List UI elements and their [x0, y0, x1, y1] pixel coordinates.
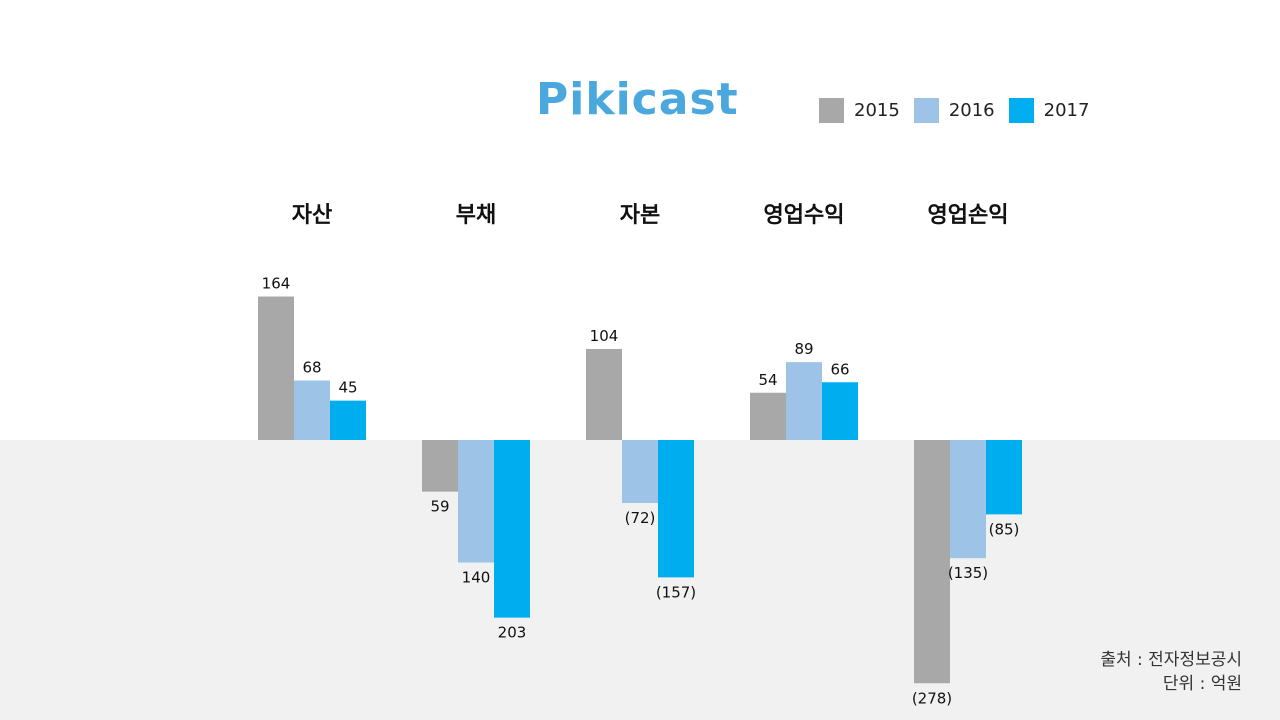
data-label: (135) [948, 564, 988, 582]
data-label: 89 [794, 340, 813, 358]
bar-2015 [422, 440, 458, 492]
category-label: 영업손익 [928, 203, 1009, 228]
pikicast-logo: Pikicast [536, 74, 739, 125]
bar-2016 [458, 440, 494, 563]
unit-line: 단위 : 억원 [1162, 674, 1242, 694]
data-label: 164 [262, 275, 291, 293]
legend-swatch [819, 98, 844, 123]
legend-label: 2017 [1043, 100, 1090, 121]
legend-item-2016: 2016 [913, 98, 995, 123]
legend: 2015 2016 2017 [819, 98, 1103, 123]
legend-item-2017: 2017 [1008, 98, 1090, 123]
category-label: 자본 [620, 203, 660, 228]
source-note: 출처 : 전자정보공시 단위 : 억원 [1100, 648, 1242, 696]
category-label: 영업수익 [764, 203, 845, 228]
bar-2017 [986, 440, 1022, 515]
data-label: (157) [656, 583, 696, 601]
bar-2016 [786, 362, 822, 440]
data-label: 66 [830, 360, 849, 378]
data-label: 140 [462, 569, 491, 587]
data-label: 59 [430, 498, 449, 516]
category-label: 자산 [292, 203, 332, 228]
bar-2015 [586, 349, 622, 440]
data-label: 104 [590, 327, 619, 345]
legend-swatch [913, 98, 939, 123]
source-line: 출처 : 전자정보공시 [1100, 650, 1242, 670]
legend-swatch [1008, 98, 1034, 123]
bar-2017 [330, 400, 366, 440]
legend-label: 2015 [854, 100, 900, 121]
bar-2015 [258, 296, 294, 440]
bar-2015 [750, 392, 786, 440]
bar-2016 [950, 440, 986, 559]
bar-2017 [494, 440, 530, 618]
legend-label: 2016 [948, 100, 995, 121]
bar-2016 [294, 380, 330, 440]
data-label: (85) [989, 520, 1020, 538]
bar-2017 [822, 382, 858, 440]
data-label: 54 [758, 371, 777, 389]
data-label: (278) [912, 689, 952, 707]
legend-item-2015: 2015 [819, 98, 900, 123]
bar-2015 [914, 440, 950, 684]
bar-2017 [658, 440, 694, 578]
data-label: 68 [302, 359, 321, 377]
category-label: 부채 [456, 203, 496, 228]
data-label: 45 [338, 379, 357, 397]
data-label: (72) [625, 509, 656, 527]
bar-2016 [622, 440, 658, 503]
data-label: 203 [498, 624, 527, 642]
